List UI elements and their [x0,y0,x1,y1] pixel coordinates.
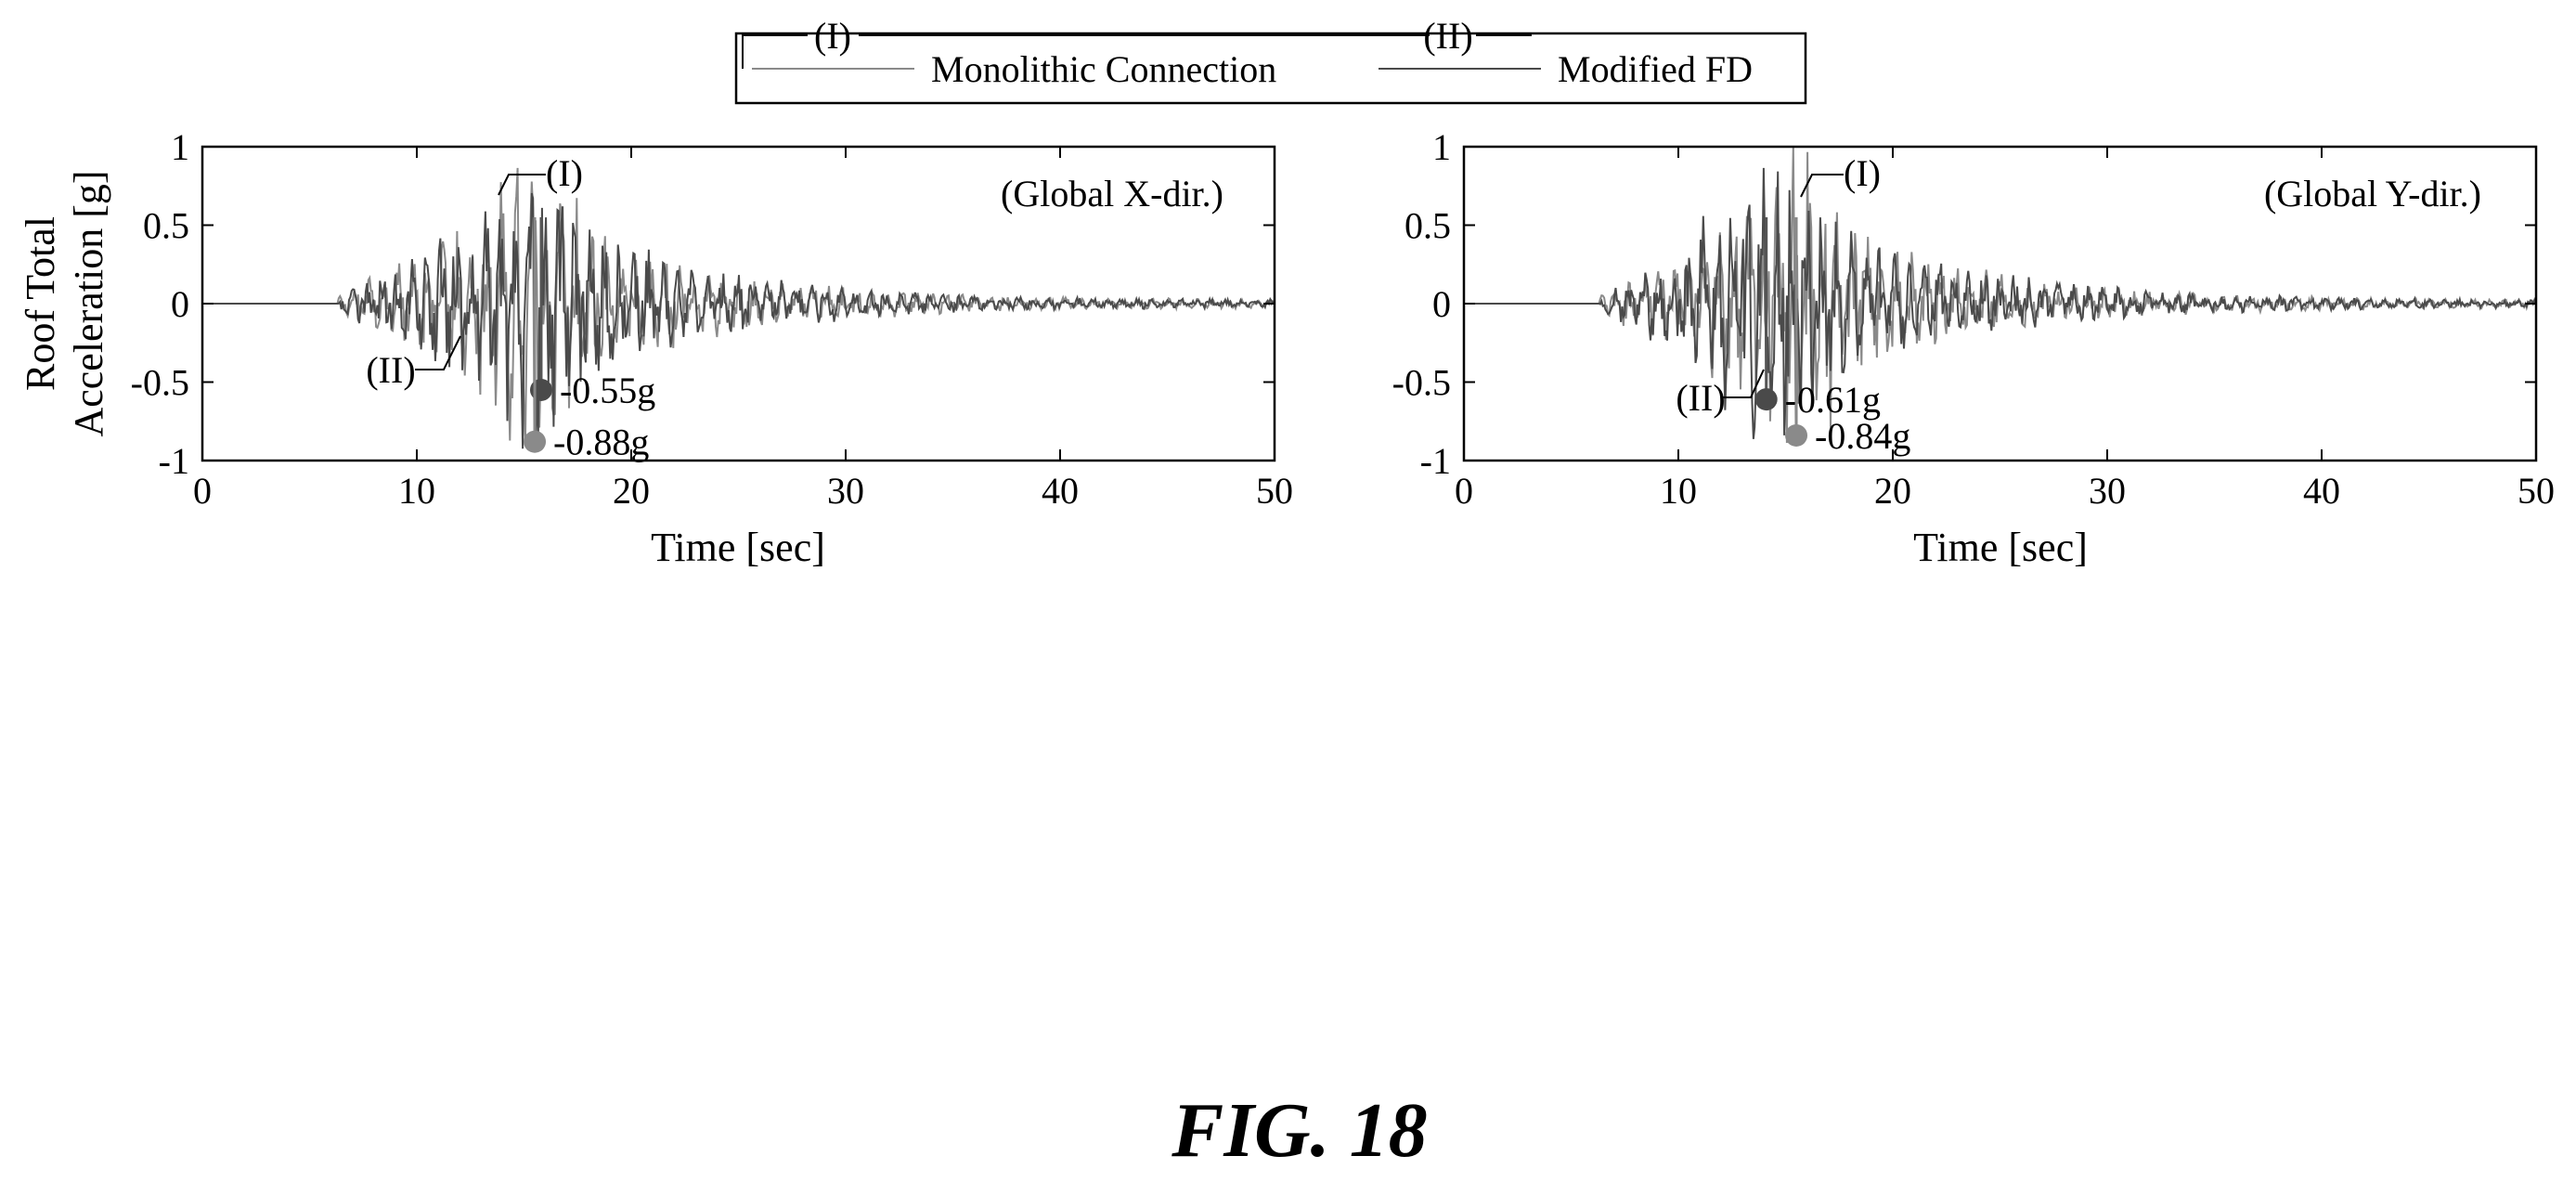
series-ii-leader [1723,369,1765,398]
series-i-leader [498,174,546,196]
peak-marker-i [1785,423,1808,447]
figure-caption: FIG. 18 [1171,1087,1427,1174]
legend-label-modified-fd: Modified FD [1558,48,1753,90]
peak-label-ii: -0.55g [560,370,655,411]
peak-marker-ii [1754,388,1778,411]
legend-label-monolithic: Monolithic Connection [931,48,1276,90]
y-tick-label: -0.5 [1392,362,1451,404]
peak-marker-i [524,430,547,453]
x-tick-label: 20 [1874,470,1911,512]
y-tick-label: 0.5 [1405,205,1451,247]
y-tick-label: -0.5 [131,362,189,404]
x-tick-label: 20 [613,470,650,512]
legend-tag-ii: (II) [1423,15,1472,57]
y-axis-label-line1: Roof Total [18,216,63,391]
y-tick-label: -1 [1420,440,1451,482]
series-line-i [1464,146,2537,444]
y-tick-label: 1 [1432,126,1451,168]
x-axis-label: Time [sec] [1913,525,2088,570]
chart-panel-y: 0 10 20 30 40 50 1 0.5 0 -0.5 -1 (Global Y-dir.) T… [1392,126,2555,570]
peak-label-i: -0.88g [553,422,649,463]
y-tick-label: 0 [171,283,189,325]
y-tick-label: 0 [1432,283,1451,325]
panel-label: (Global Y-dir.) [2264,173,2481,214]
x-axis-label: Time [sec] [651,525,825,570]
panel-label: (Global X-dir.) [1001,173,1223,214]
x-tick-label: 50 [2518,470,2555,512]
legend-tag-i: (I) [814,15,851,57]
series-i-tag: (I) [546,152,583,194]
y-axis-label-line2: Acceleration [g] [66,170,111,436]
axis-ticks: 0 10 20 30 40 50 1 0.5 0 -0.5 -1 [1392,126,2555,512]
x-tick-label: 40 [1042,470,1079,512]
legend-leader-i [742,34,1430,69]
y-tick-label: -1 [159,440,189,482]
x-tick-label: 50 [1256,470,1293,512]
x-tick-label: 40 [2303,470,2340,512]
x-tick-label: 30 [827,470,864,512]
series-i-leader [1800,174,1844,198]
peak-label-ii: -0.61g [1785,379,1881,421]
y-tick-label: 1 [171,126,189,168]
legend-box [734,32,1807,105]
series-i-tag: (I) [1844,152,1881,194]
series-line-ii [202,192,1275,449]
series-ii-tag: (II) [1676,377,1725,419]
series-ii-leader [415,335,461,370]
axis-ticks: 0 10 20 30 40 50 1 0.5 0 -0.5 -1 [131,126,1293,512]
peak-label-i: -0.84g [1815,415,1910,457]
x-tick-label: 0 [193,470,212,512]
x-tick-label: 30 [2089,470,2126,512]
legend: (I) Monolithic Connection (II) Modified … [734,15,1807,105]
series-ii-tag: (II) [366,349,415,391]
chart-panel-x: 0 10 20 30 40 50 1 0.5 0 -0.5 -1 (Global X-dir.) T… [18,126,1293,570]
y-tick-label: 0.5 [143,205,189,247]
x-tick-label: 10 [1660,470,1697,512]
x-tick-label: 0 [1455,470,1473,512]
series-lines [202,167,1275,449]
series-lines [1464,146,2537,444]
x-tick-label: 10 [398,470,435,512]
series-line-ii [1464,167,2537,439]
